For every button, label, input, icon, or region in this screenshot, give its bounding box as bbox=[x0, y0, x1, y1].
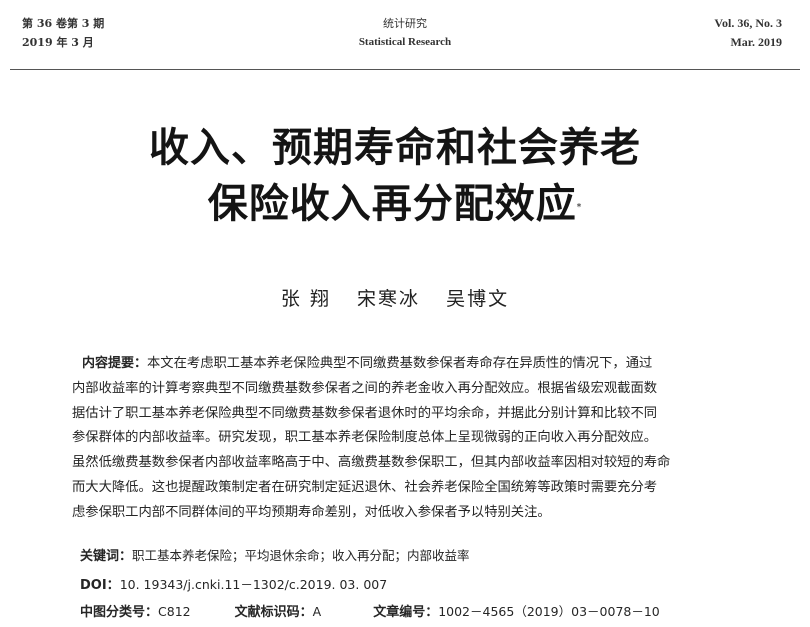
header-journal: 统计研究 Statistical Research bbox=[0, 14, 810, 52]
header-date-en: Mar. 2019 bbox=[730, 35, 782, 49]
doi-value: 10. 19343/j.cnki.11－1302/c.2019. 03. 007 bbox=[119, 577, 388, 592]
abstract-line: 内容提要：本文在考虑职工基本养老保险典型不同缴费基数参保者寿命存在异质性的情况下… bbox=[72, 352, 746, 377]
author-2: 宋寒冰 bbox=[357, 288, 421, 310]
abstract-line: 内部收益率的计算考察典型不同缴费基数参保者之间的养老金收入再分配效应。根据省级宏… bbox=[72, 380, 658, 396]
abstract: 内容提要：本文在考虑职工基本养老保险典型不同缴费基数参保者寿命存在异质性的情况下… bbox=[72, 352, 746, 526]
abstract-line: 参保群体的内部收益率。研究发现，职工基本养老保险制度总体上呈现微弱的正向收入再分… bbox=[72, 430, 658, 446]
abstract-label: 内容提要： bbox=[82, 356, 148, 371]
running-header: 第 36 卷第 3 期 2019 年 3 月 统计研究 Statistical … bbox=[0, 14, 810, 64]
keywords-value: 职工基本养老保险；平均退休余命；收入再分配；内部收益率 bbox=[132, 548, 470, 563]
document-code-value: A bbox=[312, 604, 322, 619]
abstract-line: 虽然低缴费基数参保者内部收益率略高于中、高缴费基数参保职工，但其内部收益率因相对… bbox=[72, 455, 671, 471]
author-list: 张 翔 宋寒冰 吴博文 bbox=[0, 284, 790, 311]
header-volume: 第 36 卷第 3 期 bbox=[22, 17, 105, 30]
document-code-label: 文献标识码： bbox=[234, 605, 313, 620]
article-number-value: 1002－4565（2019）03－0078－10 bbox=[438, 604, 660, 619]
author-1: 张 翔 bbox=[280, 288, 331, 310]
author-3: 吴博文 bbox=[446, 288, 510, 310]
header-volume-issue: 第 36 卷第 3 期 2019 年 3 月 bbox=[22, 14, 104, 52]
keywords-label: 关键词： bbox=[80, 549, 133, 564]
title-footnote-mark: * bbox=[576, 203, 583, 213]
doi-label: DOI： bbox=[80, 578, 120, 593]
abstract-line: 据估计了职工基本养老保险典型不同缴费基数参保者退休时的平均余命，并据此分别计算和… bbox=[72, 405, 658, 421]
title-line-2-text: 保险收入再分配效应 bbox=[207, 180, 577, 227]
title-line-2: 保险收入再分配效应* bbox=[0, 176, 790, 232]
clc-number: 中图分类号：C812 bbox=[80, 601, 191, 620]
abstract-line: 虑参保职工内部不同群体间的平均预期寿命差别，对低收入参保者予以特别关注。 bbox=[72, 504, 551, 520]
article-number-label: 文章编号： bbox=[373, 605, 439, 620]
classification-line: 中图分类号：C812 文献标识码：A 文章编号：1002－4565（2019）03－… bbox=[80, 601, 740, 620]
title-line-1: 收入、预期寿命和社会养老 bbox=[149, 124, 641, 171]
header-date-cn: 2019 年 3 月 bbox=[22, 36, 94, 49]
abstract-text: 本文在考虑职工基本养老保险典型不同缴费基数参保者寿命存在异质性的情况下，通过 bbox=[147, 356, 653, 371]
document-code: 文献标识码：A bbox=[235, 601, 322, 620]
header-journal-en: Statistical Research bbox=[358, 36, 452, 48]
header-journal-cn: 统计研究 bbox=[383, 17, 427, 30]
header-vol-en: Vol. 36, No. 3 Mar. 2019 bbox=[714, 14, 782, 52]
abstract-line: 而大大降低。这也提醒政策制定者在研究制定延迟退休、社会养老保险全国统筹等政策时需… bbox=[72, 479, 658, 495]
header-rule bbox=[10, 69, 800, 70]
clc-value: C812 bbox=[158, 604, 191, 619]
doi: DOI：10. 19343/j.cnki.11－1302/c.2019. 03.… bbox=[80, 574, 387, 593]
paper-title: 收入、预期寿命和社会养老 保险收入再分配效应* bbox=[0, 120, 790, 232]
keywords: 关键词：职工基本养老保险；平均退休余命；收入再分配；内部收益率 bbox=[80, 545, 470, 564]
clc-label: 中图分类号： bbox=[80, 605, 159, 620]
header-volume-en: Vol. 36, No. 3 bbox=[714, 16, 782, 30]
article-number: 文章编号：1002－4565（2019）03－0078－10 bbox=[373, 601, 660, 620]
